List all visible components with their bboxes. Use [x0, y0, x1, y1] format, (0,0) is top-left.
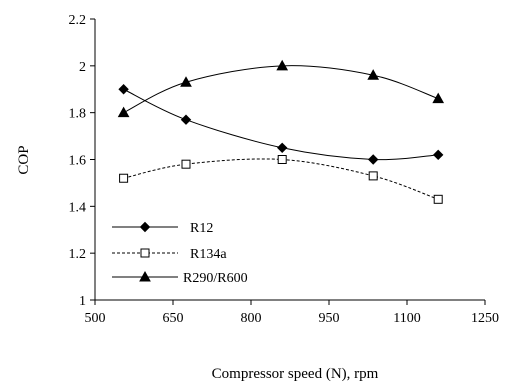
series-r12 — [118, 84, 444, 165]
series-r290-r600 — [117, 59, 445, 118]
x-axis-title: Compressor speed (N), rpm — [212, 366, 379, 382]
y-tick-label: 1.2 — [69, 247, 87, 262]
legend-marker — [139, 221, 151, 233]
chart-series — [117, 59, 445, 204]
x-tick-label: 800 — [241, 311, 262, 326]
data-point — [433, 194, 443, 204]
data-point — [276, 59, 289, 71]
data-point — [277, 155, 287, 164]
y-tick-label: 1.4 — [69, 200, 87, 215]
chart-legend: R12 R134a R290/R600 — [112, 221, 248, 286]
legend-marker — [139, 270, 151, 282]
data-point — [367, 69, 380, 80]
legend-label: R134a — [190, 247, 227, 262]
data-point — [118, 84, 129, 95]
x-tick-label: 500 — [85, 311, 106, 326]
data-point — [432, 92, 445, 104]
data-point — [367, 154, 379, 165]
data-point — [181, 159, 191, 169]
y-tick-label: 1 — [79, 294, 86, 309]
x-tick-label: 1100 — [393, 311, 420, 326]
series-line — [123, 65, 439, 114]
legend-marker — [140, 248, 150, 258]
y-tick-label: 2.2 — [69, 13, 87, 28]
y-tick-label: 1.6 — [69, 154, 87, 169]
chart-ticks: 1 1.2 1.4 1.6 1.8 2 2.2 500 650 800 950 1100 1250 — [69, 13, 500, 326]
x-tick-label: 950 — [319, 311, 340, 326]
legend-label: R12 — [190, 221, 213, 236]
y-tick-label: 2 — [79, 60, 86, 75]
series-r134a — [119, 155, 443, 204]
data-point — [117, 106, 130, 118]
y-tick-label: 1.8 — [69, 107, 87, 122]
x-tick-label: 1250 — [471, 311, 499, 326]
y-axis-title: COP — [16, 145, 32, 174]
data-point — [119, 173, 129, 183]
data-point — [276, 142, 288, 153]
legend-label: R290/R600 — [183, 271, 248, 286]
data-point — [180, 114, 192, 125]
data-point — [368, 171, 378, 181]
series-line — [123, 158, 439, 200]
data-point — [432, 149, 444, 161]
x-tick-label: 650 — [163, 311, 184, 326]
data-point — [180, 76, 192, 87]
chart-axes — [94, 19, 485, 301]
